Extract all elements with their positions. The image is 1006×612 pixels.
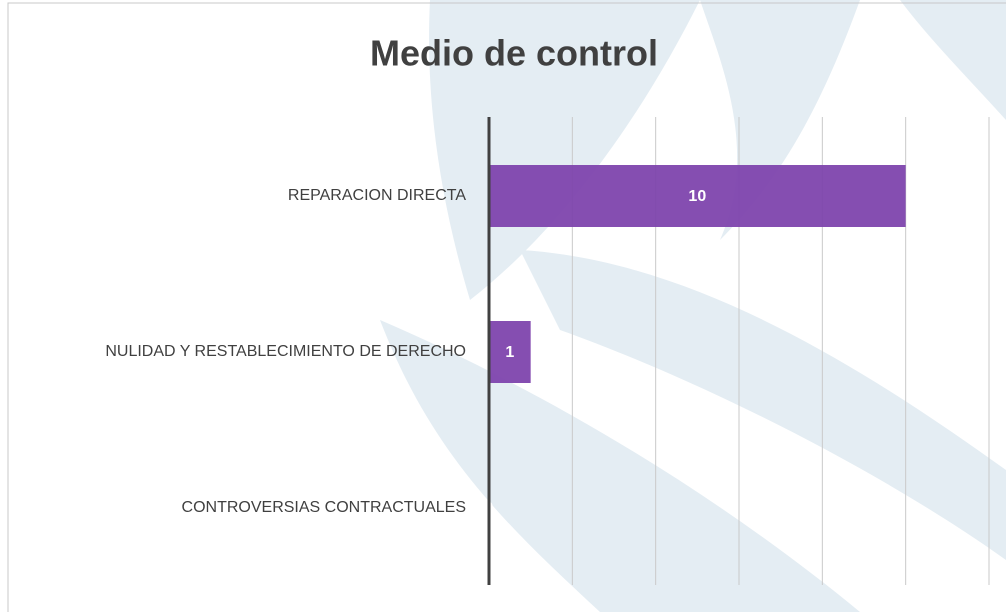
bar	[489, 165, 906, 227]
bar	[489, 321, 531, 383]
data-label: 10	[688, 188, 706, 205]
data-label: 1	[505, 344, 514, 361]
background-decoration	[380, 0, 1006, 612]
y-tick-label: CONTROVERSIAS CONTRACTUALES	[182, 499, 466, 516]
y-tick-label: NULIDAD Y RESTABLECIMIENTO DE DERECHO	[105, 343, 466, 360]
y-tick-label: REPARACION DIRECTA	[288, 187, 466, 204]
chart-title: Medio de control	[370, 33, 658, 74]
chart-border	[7, 2, 1006, 612]
